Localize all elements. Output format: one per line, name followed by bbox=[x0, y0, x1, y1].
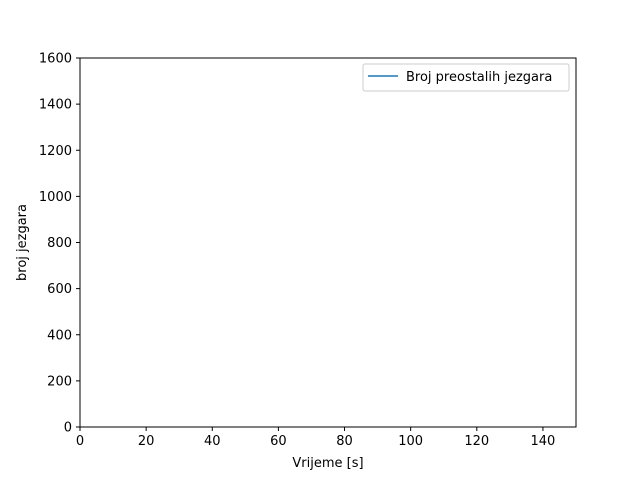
y-tick-label: 1000 bbox=[39, 190, 72, 205]
y-tick-label: 800 bbox=[47, 236, 72, 251]
x-tick-label: 140 bbox=[531, 434, 556, 449]
x-tick-label: 120 bbox=[464, 434, 489, 449]
x-axis-label: Vrijeme [s] bbox=[292, 456, 363, 471]
legend: Broj preostalih jezgara bbox=[362, 63, 570, 92]
y-axis-label: broj jezgara bbox=[15, 204, 30, 281]
y-tick-label: 1200 bbox=[39, 144, 72, 159]
plot-frame bbox=[79, 57, 577, 428]
plot-area bbox=[80, 58, 576, 427]
x-tick-label: 80 bbox=[336, 434, 353, 449]
y-tick-label: 1600 bbox=[39, 52, 72, 67]
x-tick-label: 40 bbox=[204, 434, 221, 449]
x-tick-label: 60 bbox=[270, 434, 287, 449]
x-axis-ticks: 0 20 40 60 80 100 120 140 bbox=[76, 427, 555, 449]
y-tick-label: 400 bbox=[47, 328, 72, 343]
x-tick-label: 20 bbox=[138, 434, 155, 449]
y-tick-label: 200 bbox=[47, 374, 72, 389]
x-tick-label: 0 bbox=[76, 434, 84, 449]
y-tick-label: 600 bbox=[47, 282, 72, 297]
legend-label: Broj preostalih jezgara bbox=[406, 70, 552, 85]
x-tick-label: 100 bbox=[398, 434, 423, 449]
legend-box bbox=[362, 63, 570, 92]
y-axis-ticks: 0 200 400 600 800 1000 1200 1400 1600 bbox=[39, 52, 80, 436]
y-tick-label: 1400 bbox=[39, 98, 72, 113]
y-tick-label: 0 bbox=[64, 421, 72, 436]
